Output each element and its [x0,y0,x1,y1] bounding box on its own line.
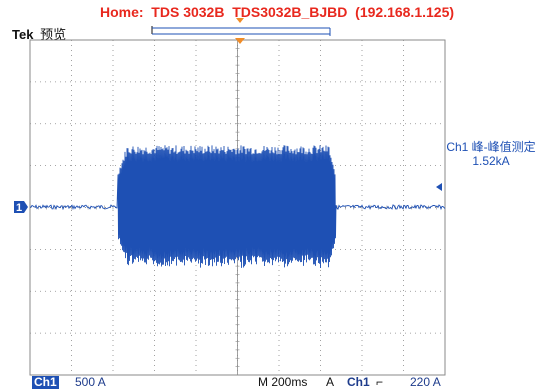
measurement-readout: Ch1 峰-峰值测定 1.52kA [432,140,550,168]
record-view-bracket [151,18,331,36]
volts-per-div: 500 A [75,375,106,389]
record-trigger-marker [236,18,244,23]
acquisition-mode: 预览 [40,27,67,42]
ch1-marker-label: 1 [16,202,22,214]
trigger-mode: A [326,375,335,389]
ch1-ground-marker[interactable]: 1 [14,201,28,214]
trigger-level: 220 A [410,375,441,389]
trigger-position-marker [235,38,245,44]
ch1-waveform [29,145,446,269]
trigger-source: Ch1 [347,375,370,389]
measurement-label: Ch1 峰-峰值测定 [446,140,536,154]
timebase-readout: M 200ms [258,375,308,389]
trigger-level-marker[interactable] [436,183,442,191]
channel-badge[interactable]: Ch1 [32,375,59,389]
home-title: Home: TDS 3032B TDS3032B_BJBD (192.168.1… [99,4,455,20]
measurement-value: 1.52kA [472,154,510,168]
scope-header: Tek 预览 [12,24,66,43]
status-bar: Ch1 500 A M 200ms A Ch1 ⌐ 220 A [0,376,554,389]
tek-logo: Tek [12,27,34,42]
trigger-slope-icon: ⌐ [376,375,384,389]
